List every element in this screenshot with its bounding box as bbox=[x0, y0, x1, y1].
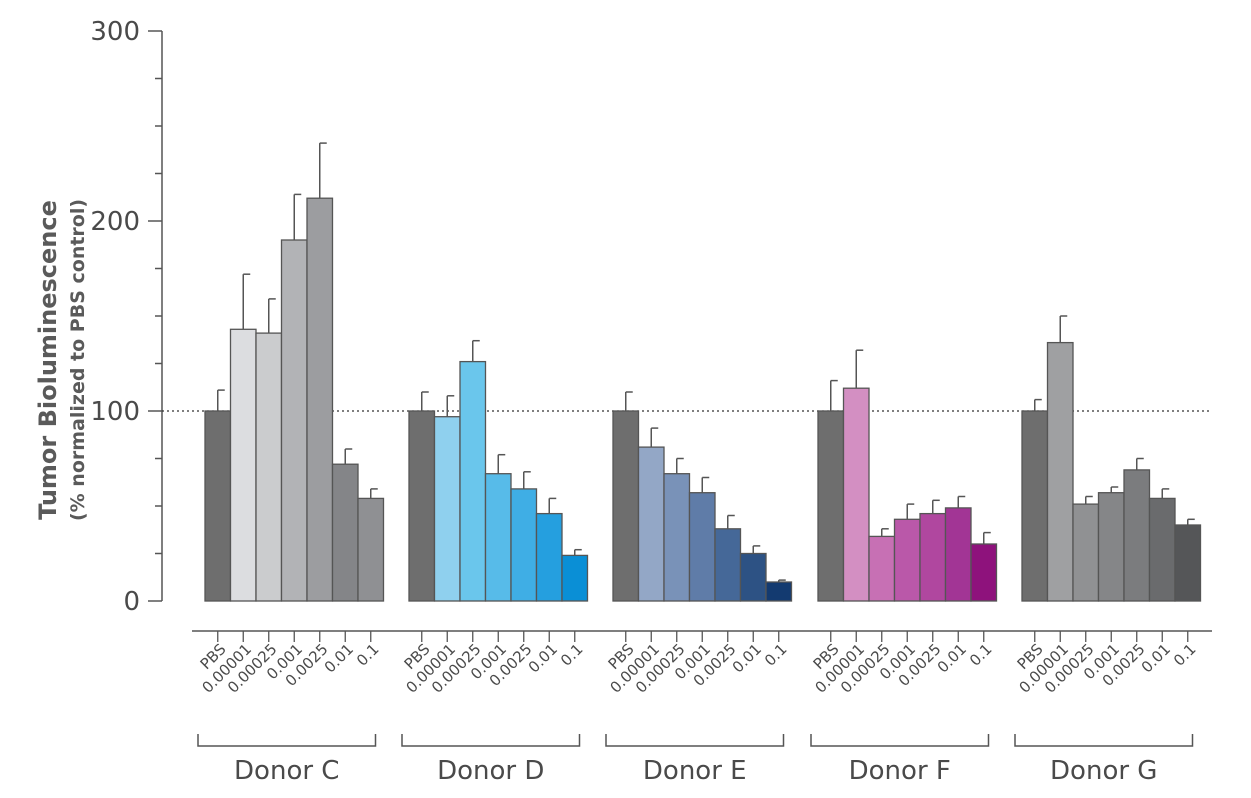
donor-label: Donor G bbox=[1050, 756, 1157, 786]
y-tick-label: 100 bbox=[90, 397, 140, 427]
bar bbox=[561, 554, 589, 602]
bar-group bbox=[1021, 315, 1202, 602]
bar-group bbox=[408, 339, 589, 602]
bar bbox=[739, 552, 767, 602]
bar bbox=[1072, 503, 1100, 602]
bar bbox=[408, 410, 436, 602]
donor-bracket bbox=[810, 734, 990, 747]
bar bbox=[357, 497, 385, 602]
dose-label: 0.01 bbox=[934, 640, 970, 676]
y-tick-label: 300 bbox=[90, 17, 140, 47]
dose-label: 0.01 bbox=[525, 640, 561, 676]
bar bbox=[612, 410, 640, 602]
bar bbox=[510, 488, 538, 602]
dose-label: 0.01 bbox=[729, 640, 765, 676]
bar bbox=[842, 387, 870, 602]
bar bbox=[868, 535, 896, 602]
bar bbox=[944, 507, 972, 602]
dose-label: 0.1 bbox=[557, 640, 587, 670]
bar bbox=[714, 528, 742, 602]
dose-label: 0.1 bbox=[966, 640, 996, 670]
donor-label: Donor D bbox=[437, 756, 544, 786]
dose-label: 0.1 bbox=[1170, 640, 1200, 670]
donor-bracket bbox=[605, 734, 785, 747]
x-group-labels: PBS0.000010.000250.0010.00250.010.1Donor… bbox=[401, 631, 587, 786]
bar bbox=[663, 473, 691, 602]
bar bbox=[817, 410, 845, 602]
x-group-labels: PBS0.000010.000250.0010.00250.010.1Donor… bbox=[197, 631, 383, 786]
bar bbox=[765, 581, 793, 602]
y-tick-label: 0 bbox=[123, 587, 140, 617]
bar bbox=[1123, 469, 1151, 602]
dose-label: 0.1 bbox=[761, 640, 791, 670]
bar bbox=[1148, 497, 1176, 602]
bar bbox=[970, 543, 998, 602]
x-group-labels: PBS0.000010.000250.0010.00250.010.1Donor… bbox=[1014, 631, 1200, 786]
bar bbox=[459, 360, 487, 602]
bar-group bbox=[612, 391, 793, 602]
bars bbox=[204, 142, 1202, 602]
bar bbox=[893, 518, 921, 602]
bar bbox=[1097, 492, 1125, 602]
bar-group bbox=[204, 142, 385, 602]
bar bbox=[1174, 524, 1202, 602]
dose-label: 0.1 bbox=[353, 640, 383, 670]
donor-label: Donor C bbox=[234, 756, 339, 786]
x-group-labels: PBS0.000010.000250.0010.00250.010.1Donor… bbox=[810, 631, 996, 786]
bar bbox=[229, 328, 257, 602]
donor-label: Donor F bbox=[849, 756, 951, 786]
donor-label: Donor E bbox=[643, 756, 747, 786]
bar bbox=[637, 446, 665, 602]
bar bbox=[204, 410, 232, 602]
dose-label: 0.01 bbox=[321, 640, 357, 676]
bar bbox=[306, 197, 334, 602]
bar bbox=[919, 512, 947, 602]
donor-bracket bbox=[1014, 734, 1194, 747]
x-group-labels: PBS0.000010.000250.0010.00250.010.1Donor… bbox=[605, 631, 791, 786]
donor-bracket bbox=[401, 734, 581, 747]
x-axis: PBS0.000010.000250.0010.00250.010.1Donor… bbox=[192, 630, 1212, 786]
bar bbox=[331, 463, 359, 602]
bar bbox=[484, 473, 512, 602]
bar bbox=[535, 512, 563, 602]
dose-label: 0.01 bbox=[1138, 640, 1174, 676]
bar bbox=[688, 492, 716, 602]
bar bbox=[1021, 410, 1049, 602]
y-tick-label: 200 bbox=[90, 207, 140, 237]
y-axis: 0 100 200 300 bbox=[90, 17, 163, 617]
bar bbox=[280, 239, 308, 602]
y-axis-subtitle: (% normalized to PBS control) bbox=[67, 199, 89, 521]
donor-bracket bbox=[197, 734, 377, 747]
bar-group bbox=[817, 349, 998, 602]
bar bbox=[1046, 341, 1074, 602]
bar bbox=[433, 416, 461, 602]
y-axis-title: Tumor Bioluminescence bbox=[34, 200, 62, 520]
bar bbox=[255, 332, 283, 602]
